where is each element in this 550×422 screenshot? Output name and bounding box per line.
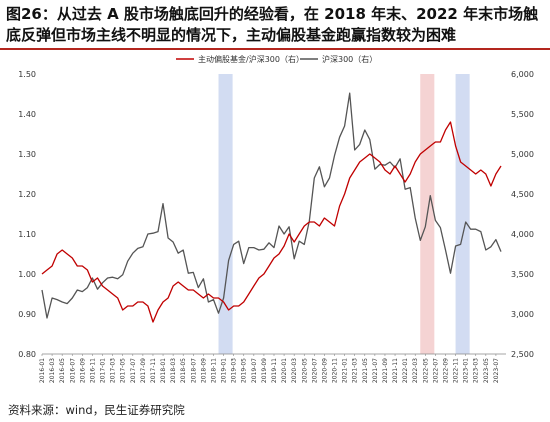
x-tick-label: 2019-11	[271, 358, 278, 383]
axes: 0.80 0.90 1.00 1.10 1.20 1.30 1.40 1.50 2,500 3,0…	[18, 70, 534, 383]
x-tick-label: 2017-07	[130, 358, 137, 383]
x-tick-label: 2018-01	[160, 358, 167, 383]
x-tick-label: 2019-03	[231, 358, 238, 383]
x-tick-label: 2017-05	[120, 358, 127, 383]
x-tick-label: 2016-07	[69, 358, 76, 383]
x-tick-label: 2020-07	[311, 358, 318, 383]
x-tick-label: 2019-09	[261, 358, 268, 383]
y-right-tick-label: 5,000	[511, 150, 534, 159]
x-tick-label: 2021-01	[342, 358, 349, 383]
series-line-fund-ratio	[41, 121, 502, 323]
x-tick-label: 2021-09	[382, 358, 389, 383]
x-tick-label: 2020-01	[281, 358, 288, 383]
legend-label: 主动偏股基金/沪深300（右）	[198, 54, 304, 64]
y-left-tick-label: 1.50	[18, 70, 36, 79]
x-tick-label: 2021-03	[352, 358, 359, 383]
chart-title: 图26：从过去 A 股市场触底回升的经验看，在 2018 年末、2022 年末市…	[6, 5, 539, 44]
x-tick-label: 2018-03	[170, 358, 177, 383]
shaded-period-3	[455, 74, 470, 354]
x-tick-label: 2020-11	[332, 358, 339, 383]
y-left-tick-label: 1.10	[18, 230, 36, 239]
x-tick-label: 2017-11	[150, 358, 157, 383]
x-tick-label: 2022-09	[442, 358, 449, 383]
x-tick-label: 2021-05	[362, 358, 369, 383]
x-tick-label: 2022-11	[453, 358, 460, 383]
x-tick-label: 2022-05	[422, 358, 429, 383]
x-tick-label: 2023-05	[483, 358, 490, 383]
y-left-tick-label: 0.80	[18, 350, 36, 359]
y-right-tick-label: 2,500	[511, 350, 534, 359]
x-tick-label: 2016-03	[49, 358, 56, 383]
y-right-tick-label: 3,000	[511, 310, 534, 319]
x-tick-label: 2016-11	[89, 358, 96, 383]
y-left-tick-label: 1.20	[18, 190, 36, 199]
series-line-csi300	[41, 92, 502, 319]
y-left-tick-label: 1.40	[18, 110, 36, 119]
x-tick-label: 2019-05	[241, 358, 248, 383]
y-right-tick-label: 6,000	[511, 70, 534, 79]
x-tick-label: 2017-01	[100, 358, 107, 383]
y-right-tick-label: 4,500	[511, 190, 534, 199]
y-left-tick-label: 1.00	[18, 270, 36, 279]
x-tick-label: 2022-07	[432, 358, 439, 383]
x-tick-label: 2018-07	[190, 358, 197, 383]
shaded-period-1	[218, 74, 233, 354]
x-tick-label: 2018-11	[210, 358, 217, 383]
x-tick-label: 2022-03	[412, 358, 419, 383]
x-tick-label: 2019-07	[251, 358, 258, 383]
y-left-tick-label: 0.90	[18, 310, 36, 319]
y-right-tick-label: 4,000	[511, 230, 534, 239]
x-tick-label: 2021-11	[392, 358, 399, 383]
x-tick-label: 2021-07	[372, 358, 379, 383]
x-tick-label: 2017-09	[140, 358, 147, 383]
x-tick-label: 2018-09	[200, 358, 207, 383]
legend: 主动偏股基金/沪深300（右） 沪深300（右）	[176, 54, 377, 64]
x-tick-label: 2020-03	[291, 358, 298, 383]
x-tick-label: 2018-05	[180, 358, 187, 383]
series-lines	[41, 92, 502, 323]
y-right-tick-label: 5,500	[511, 110, 534, 119]
x-tick-label: 2023-01	[463, 358, 470, 383]
x-tick-label: 2023-03	[473, 358, 480, 383]
x-tick-label: 2023-07	[493, 358, 500, 383]
shaded-periods	[218, 74, 470, 354]
x-tick-label: 2019-01	[221, 358, 228, 383]
x-tick-label: 2020-05	[301, 358, 308, 383]
source-note: 资料来源：wind，民生证券研究院	[8, 403, 185, 417]
x-tick-label: 2016-05	[59, 358, 66, 383]
y-right-tick-label: 3,500	[511, 270, 534, 279]
y-left-tick-label: 1.30	[18, 150, 36, 159]
x-tick-label: 2017-03	[110, 358, 117, 383]
x-tick-label: 2016-09	[79, 358, 86, 383]
x-tick-label: 2016-01	[39, 358, 46, 383]
x-tick-label: 2020-09	[321, 358, 328, 383]
title-divider	[0, 48, 550, 50]
x-tick-label: 2022-01	[402, 358, 409, 383]
legend-label: 沪深300（右）	[322, 54, 377, 64]
line-chart: 0.80 0.90 1.00 1.10 1.20 1.30 1.40 1.50 2,500 3,0…	[18, 54, 534, 383]
